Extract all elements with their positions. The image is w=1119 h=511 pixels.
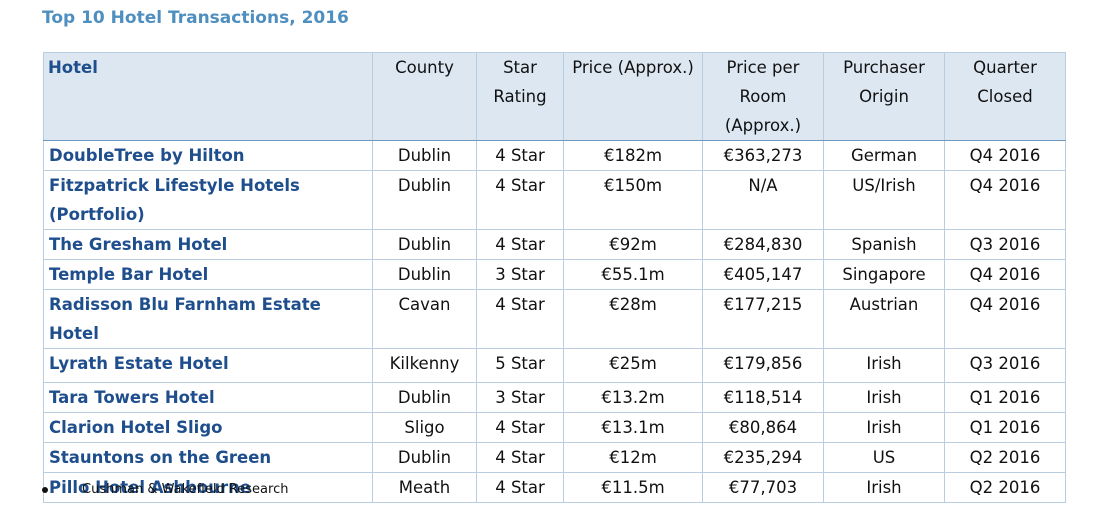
column-header: Quarter Closed — [944, 52, 1066, 141]
cell: Q4 2016 — [944, 170, 1066, 230]
table-row: The Gresham Hotel Dublin 4 Star €92m €284,83… — [43, 229, 1066, 260]
cell: €177,215 — [702, 289, 824, 349]
title: Top 10 Hotel Transactions, 2016 — [42, 8, 349, 28]
cell: €11.5m — [563, 472, 703, 503]
table-row: Temple Bar Hotel Dublin 3 Star €55.1m €405,1… — [43, 259, 1066, 290]
cell: €92m — [563, 229, 703, 260]
hotel-name: Tara Towers Hotel — [43, 382, 373, 413]
table-row: Radisson Blu Farnham Estate Hotel Cavan 4 … — [43, 289, 1066, 349]
table-row: Lyrath Estate Hotel Kilkenny 5 Star €25m €17… — [43, 348, 1066, 383]
hotel-name: DoubleTree by Hilton — [43, 140, 373, 171]
cell: 4 Star — [476, 289, 564, 349]
cell: Q4 2016 — [944, 259, 1066, 290]
cell: Dublin — [372, 170, 477, 230]
cell: €363,273 — [702, 140, 824, 171]
hotel-name: Clarion Hotel Sligo — [43, 412, 373, 443]
table-row: Fitzpatrick Lifestyle Hotels (Portfolio)… — [43, 170, 1066, 230]
cell: €150m — [563, 170, 703, 230]
cell: €77,703 — [702, 472, 824, 503]
cell: Irish — [823, 472, 945, 503]
column-header: Price (Approx.) — [563, 52, 703, 141]
cell: Dublin — [372, 442, 477, 473]
footnote-text: Cushman & Wakefield Research — [82, 482, 289, 497]
cell: Dublin — [372, 229, 477, 260]
cell: Sligo — [372, 412, 477, 443]
hotel-name: The Gresham Hotel — [43, 229, 373, 260]
cell: 4 Star — [476, 472, 564, 503]
cell: €118,514 — [702, 382, 824, 413]
bullet — [42, 486, 48, 493]
cell: Dublin — [372, 140, 477, 171]
cell: €25m — [563, 348, 703, 383]
cell: 4 Star — [476, 140, 564, 171]
cell: 3 Star — [476, 259, 564, 290]
cell: German — [823, 140, 945, 171]
hotel-name: Pillo Hotel Ashbourne — [43, 472, 373, 503]
cell: Singapore — [823, 259, 945, 290]
column-header: Hotel — [43, 52, 373, 141]
cell: Dublin — [372, 259, 477, 290]
cell: Q4 2016 — [944, 140, 1066, 171]
cell: €12m — [563, 442, 703, 473]
table-body: DoubleTree by Hilton Dublin 4 Star €182m €36… — [43, 140, 1066, 503]
cell: Q1 2016 — [944, 382, 1066, 413]
cell: €405,147 — [702, 259, 824, 290]
cell: Kilkenny — [372, 348, 477, 383]
table-row: Tara Towers Hotel Dublin 3 Star €13.2m €118,… — [43, 382, 1066, 413]
table-row: Pillo Hotel Ashbourne Meath 4 Star €11.5m €7… — [43, 472, 1066, 503]
cell: Austrian — [823, 289, 945, 349]
transactions-table: Hotel County Star Rating Price (Approx.) Pri… — [43, 52, 1066, 503]
cell: 3 Star — [476, 382, 564, 413]
hotel-name: Fitzpatrick Lifestyle Hotels (Portfolio) — [43, 170, 373, 230]
cell: €13.2m — [563, 382, 703, 413]
table-row: Clarion Hotel Sligo Sligo 4 Star €13.1m €80,… — [43, 412, 1066, 443]
table-row: Stauntons on the Green Dublin 4 Star €12m €2… — [43, 442, 1066, 473]
cell: €179,856 — [702, 348, 824, 383]
cell: €28m — [563, 289, 703, 349]
hotel-name: Temple Bar Hotel — [43, 259, 373, 290]
cell: Spanish — [823, 229, 945, 260]
cell: US — [823, 442, 945, 473]
table-row: DoubleTree by Hilton Dublin 4 Star €182m €36… — [43, 140, 1066, 171]
cell: €13.1m — [563, 412, 703, 443]
column-header: County — [372, 52, 477, 141]
cell: 4 Star — [476, 229, 564, 260]
cell: €55.1m — [563, 259, 703, 290]
cell: Dublin — [372, 382, 477, 413]
cell: Q3 2016 — [944, 229, 1066, 260]
cell: Q2 2016 — [944, 472, 1066, 503]
column-header: Star Rating — [476, 52, 564, 141]
hotel-name: Lyrath Estate Hotel — [43, 348, 373, 383]
cell: 4 Star — [476, 442, 564, 473]
column-header: Price per Room (Approx.) — [702, 52, 824, 141]
cell: Q4 2016 — [944, 289, 1066, 349]
cell: 4 Star — [476, 170, 564, 230]
cell: Q2 2016 — [944, 442, 1066, 473]
cell: 4 Star — [476, 412, 564, 443]
cell: Irish — [823, 382, 945, 413]
cell: Irish — [823, 412, 945, 443]
cell: N/A — [702, 170, 824, 230]
cell: Q1 2016 — [944, 412, 1066, 443]
header-row: Hotel County Star Rating Price (Approx.) Pri… — [43, 52, 1066, 141]
footnote: Cushman & Wakefield Research — [42, 482, 288, 497]
column-header: Purchaser Origin — [823, 52, 945, 141]
cell: US/Irish — [823, 170, 945, 230]
cell: Cavan — [372, 289, 477, 349]
hotel-name: Radisson Blu Farnham Estate Hotel — [43, 289, 373, 349]
cell: €235,294 — [702, 442, 824, 473]
cell: €80,864 — [702, 412, 824, 443]
cell: Meath — [372, 472, 477, 503]
cell: €182m — [563, 140, 703, 171]
hotel-name: Stauntons on the Green — [43, 442, 373, 473]
cell: Q3 2016 — [944, 348, 1066, 383]
cell: €284,830 — [702, 229, 824, 260]
cell: 5 Star — [476, 348, 564, 383]
cell: Irish — [823, 348, 945, 383]
